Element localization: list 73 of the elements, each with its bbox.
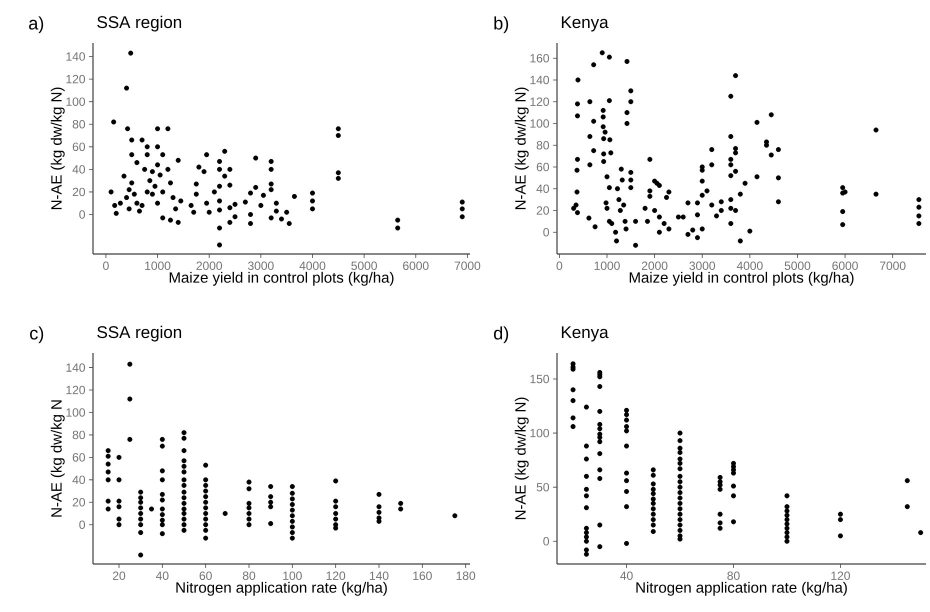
x-tick-label: 1000 xyxy=(594,262,620,270)
chart-title: Kenya xyxy=(562,326,609,342)
x-tick-label: 20 xyxy=(112,572,126,580)
text: a) xyxy=(29,16,44,34)
y-tick-label: 120 xyxy=(66,386,86,394)
x-tick-label: 40 xyxy=(156,572,169,580)
y-tick-label: 120 xyxy=(66,74,86,84)
x-axis-title: Nitrogen application rate (kg/ha) xyxy=(636,582,847,596)
y-tick-label: 0 xyxy=(543,537,550,546)
y-tick-label: 60 xyxy=(72,142,86,152)
x-tick-label: 140 xyxy=(370,572,389,580)
y-tick-label: 100 xyxy=(66,97,86,106)
x-tick-label: 2000 xyxy=(642,262,668,270)
y-tick-label: 80 xyxy=(536,141,550,150)
chart-title: SSA region xyxy=(97,16,182,32)
y-tick-label: 60 xyxy=(536,162,550,172)
y-tick-label: 160 xyxy=(530,54,550,62)
y-tick-label: 140 xyxy=(66,363,86,372)
y-tick-label: 60 xyxy=(72,453,86,462)
y-tick-label: 20 xyxy=(72,188,86,196)
y-tick-label: 50 xyxy=(536,482,550,492)
x-tick-label: 3000 xyxy=(689,262,716,270)
x-tick-label: 120 xyxy=(326,572,346,580)
x-tick-label: 0 xyxy=(556,262,562,270)
x-tick-label: 2000 xyxy=(196,262,222,270)
x-tick-label: 3000 xyxy=(248,262,274,270)
y-tick-label: 40 xyxy=(536,184,550,193)
x-tick-label: 180 xyxy=(456,572,476,580)
chart-title: SSA region xyxy=(97,326,182,342)
x-tick-label: 80 xyxy=(242,572,256,580)
y-tick-label: 0 xyxy=(543,228,550,236)
x-tick-label: 5000 xyxy=(351,262,377,270)
x-tick-label: 6000 xyxy=(403,262,429,270)
text: c) xyxy=(30,326,44,344)
x-tick-label: 7000 xyxy=(880,262,906,270)
text: d) xyxy=(494,326,508,344)
y-tick-label: 140 xyxy=(530,76,550,84)
y-tick-label: 150 xyxy=(530,374,550,384)
x-tick-label: 5000 xyxy=(784,262,810,270)
y-tick-label: 40 xyxy=(72,476,86,484)
x-tick-label: 160 xyxy=(413,572,432,580)
x-tick-label: 6000 xyxy=(832,262,858,270)
x-tick-label: 100 xyxy=(283,572,302,580)
x-tick-label: 4000 xyxy=(736,262,763,270)
y-tick-label: 100 xyxy=(530,119,550,128)
y-tick-label: 100 xyxy=(530,428,550,438)
x-tick-label: 120 xyxy=(831,572,850,580)
y-axis-title: N-AE (kg dw/kg N xyxy=(50,400,65,517)
x-tick-label: 40 xyxy=(620,572,633,580)
y-tick-label: 0 xyxy=(79,520,86,529)
y-tick-label: 0 xyxy=(79,210,86,219)
y-tick-label: 80 xyxy=(72,430,86,440)
y-tick-label: 100 xyxy=(66,408,86,417)
y-axis-title: N-AE (kg dw/kg N) xyxy=(514,398,529,520)
x-axis-title: Maize yield in control plots (kg/ha) xyxy=(630,272,854,286)
y-axis-title: N-AE (kg dw/kg N) xyxy=(50,88,65,210)
x-tick-label: 4000 xyxy=(299,262,326,270)
y-tick-label: 20 xyxy=(72,498,86,506)
x-tick-label: 1000 xyxy=(145,262,170,270)
y-tick-label: 120 xyxy=(530,97,550,106)
x-tick-label: 60 xyxy=(200,572,212,580)
y-tick-label: 20 xyxy=(536,206,550,215)
y-tick-label: 40 xyxy=(72,165,86,174)
chart-title: Kenya xyxy=(562,16,609,32)
y-tick-label: 140 xyxy=(66,52,86,61)
x-axis-title: Maize yield in control plots (kg/ha) xyxy=(170,272,394,286)
x-tick-label: 80 xyxy=(727,572,740,580)
x-axis-title: Nitrogen application rate (kg/ha) xyxy=(176,582,387,596)
x-tick-label: 7000 xyxy=(454,262,480,270)
text: b) xyxy=(494,16,508,34)
x-tick-label: 0 xyxy=(103,262,109,270)
y-axis-title: N-AE (kg dw/kg N) xyxy=(514,88,529,210)
y-tick-label: 80 xyxy=(72,120,86,128)
